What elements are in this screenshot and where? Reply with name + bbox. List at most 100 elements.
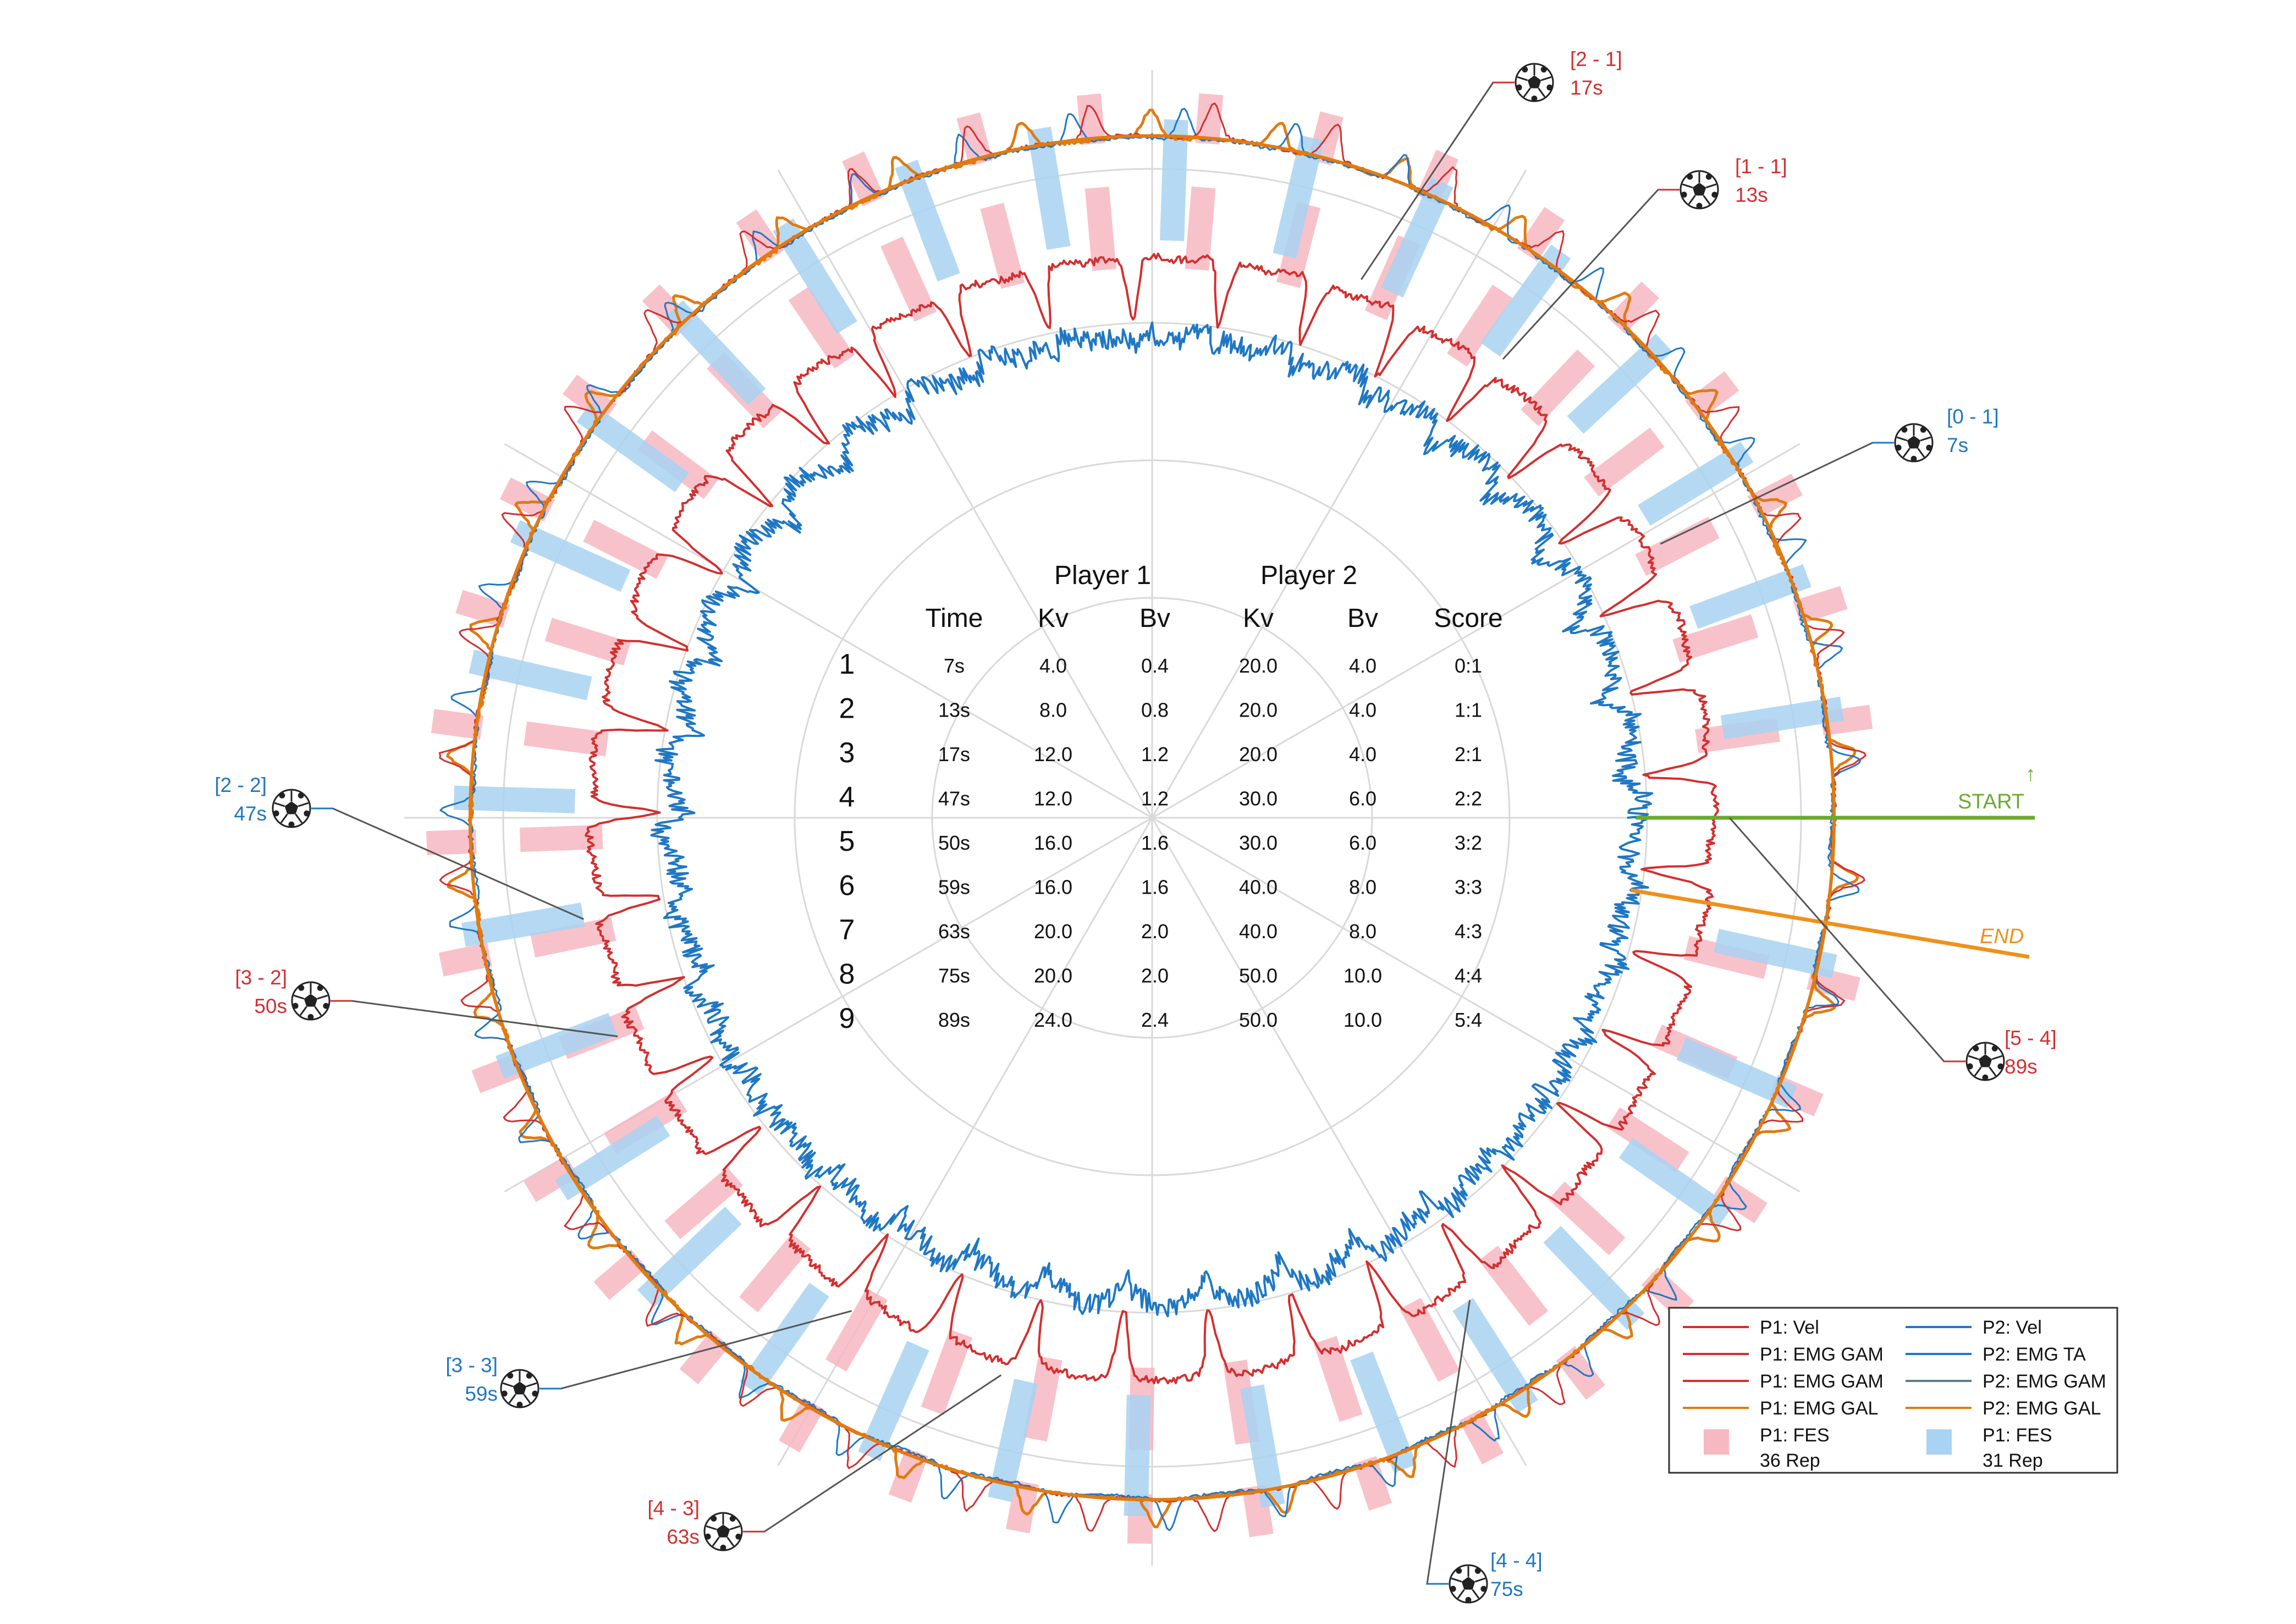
table-cell-4-2: 12.0 bbox=[1034, 788, 1072, 810]
soccer-ball-icon-9-patch-4 bbox=[1967, 1063, 1973, 1070]
table-cell-5-5: 6.0 bbox=[1349, 832, 1377, 854]
soccer-ball-icon-7 bbox=[703, 1512, 743, 1551]
fes-pink-bar-inner-4 bbox=[1584, 427, 1665, 497]
soccer-ball-icon-1-patch-2 bbox=[1926, 444, 1932, 451]
table-cell-7-2: 20.0 bbox=[1034, 920, 1072, 943]
table-cell-1-3: 0.4 bbox=[1141, 654, 1169, 677]
goal-time-1: 7s bbox=[1947, 434, 1968, 456]
soccer-ball-icon-4-seam-5 bbox=[274, 802, 285, 807]
table-cell-3-6: 2:1 bbox=[1455, 743, 1482, 766]
soccer-ball-icon-2-center-patch bbox=[1692, 183, 1706, 196]
soccer-ball-icon-5-patch-3 bbox=[307, 1014, 314, 1020]
soccer-ball-icon-1-patch-4 bbox=[1895, 444, 1902, 451]
soccer-ball-icon-2 bbox=[1680, 170, 1719, 210]
grid-spoke-2 bbox=[1152, 443, 1801, 819]
soccer-ball-icon-7-patch-2 bbox=[735, 1533, 742, 1540]
soccer-ball-icon-5-patch-2 bbox=[323, 1003, 329, 1009]
table-cell-2-4: 20.0 bbox=[1239, 699, 1278, 722]
table-cell-6-4: 40.0 bbox=[1239, 876, 1278, 899]
fes-blue-bar-25 bbox=[1240, 1384, 1285, 1508]
soccer-ball-icon-7-seam-5 bbox=[706, 1525, 717, 1531]
soccer-ball-icon-5-patch-5 bbox=[298, 984, 305, 991]
table-cell-6-6: 3:3 bbox=[1455, 876, 1482, 899]
soccer-ball-icon-5-seam-3 bbox=[314, 1006, 322, 1016]
table-cell-3-5: 4.0 bbox=[1349, 743, 1377, 766]
soccer-ball-icon-1-seam-4 bbox=[1902, 448, 1910, 458]
soccer-ball-icon-6-center-patch bbox=[513, 1381, 527, 1395]
fes-blue-bar-17 bbox=[461, 902, 585, 947]
column-header-6: Score bbox=[1434, 604, 1502, 633]
legend-label-5: P1: EMG GAM bbox=[1760, 1371, 1884, 1392]
fes-pink-bar-inner-25 bbox=[825, 1288, 888, 1372]
fes-blue-bar-29 bbox=[1618, 1138, 1732, 1227]
soccer-ball-icon-8-seam-2 bbox=[1474, 1577, 1486, 1583]
fes-blue-bar-18 bbox=[495, 1012, 618, 1079]
soccer-ball-icon-5-patch-1 bbox=[317, 984, 323, 991]
soccer-ball-icon-6-patch-5 bbox=[507, 1372, 514, 1379]
fes-pink-bar-inner-11 bbox=[980, 202, 1025, 289]
table-cell-4-3: 1.2 bbox=[1141, 788, 1169, 810]
grid-spoke-11 bbox=[1151, 817, 1527, 1466]
soccer-ball-icon-4-patch-3 bbox=[288, 821, 295, 828]
fes-pink-bar-inner-13 bbox=[788, 287, 855, 369]
table-cell-2-3: 0.8 bbox=[1141, 699, 1169, 722]
soccer-ball-icon-2-patch-2 bbox=[1711, 191, 1718, 198]
soccer-ball-icon-1-patch-3 bbox=[1910, 455, 1917, 462]
goal-leader-line-4 bbox=[311, 807, 584, 920]
fes-blue-bar-15 bbox=[469, 649, 592, 701]
soccer-ball-icon-5-seam-4 bbox=[299, 1006, 307, 1016]
soccer-ball-icon-5-seam-2 bbox=[317, 994, 328, 1000]
end-label: END bbox=[1980, 925, 2024, 948]
fes-blue-bar-24 bbox=[1124, 1395, 1151, 1517]
table-cell-7-1: 63s bbox=[938, 920, 970, 943]
start-end-markers: START↑ END bbox=[1630, 763, 2036, 959]
soccer-ball-icon-3-patch-5 bbox=[1522, 66, 1528, 73]
soccer-ball-icon-3-seam-3 bbox=[1538, 87, 1546, 98]
column-header-4: Kv bbox=[1243, 604, 1274, 633]
column-header-2: Kv bbox=[1038, 604, 1069, 633]
soccer-ball-icon-1-patch-5 bbox=[1901, 426, 1908, 433]
start-label: START bbox=[1958, 790, 2024, 813]
fes-pink-bar-29 bbox=[1242, 1484, 1274, 1538]
table-cell-9-5: 10.0 bbox=[1344, 1009, 1382, 1031]
soccer-ball-icon-3-patch-1 bbox=[1540, 66, 1547, 73]
soccer-ball-icon-2-seam-5 bbox=[1682, 183, 1693, 189]
fes-blue-bar-3 bbox=[1637, 442, 1754, 526]
goal-time-9: 89s bbox=[2005, 1055, 2038, 1078]
soccer-ball-icon-1-patch-1 bbox=[1920, 426, 1926, 433]
fes-blue-bar-16 bbox=[453, 785, 576, 813]
fes-pink-bar-inner-34 bbox=[1606, 1107, 1689, 1172]
fes-pink-bar-23 bbox=[593, 1249, 647, 1300]
fes-blue-bar-2 bbox=[1689, 564, 1812, 629]
p1-vel-trace bbox=[585, 252, 1720, 1385]
table-cell-1-2: 4.0 bbox=[1039, 654, 1067, 677]
fes-pink-bar-20 bbox=[438, 943, 492, 977]
fes-blue-bar-28 bbox=[1543, 1226, 1645, 1330]
grid-spoke-5 bbox=[777, 169, 1153, 818]
fes-pink-bar-inner-23 bbox=[664, 1166, 743, 1240]
goal-score-9: [5 - 4] bbox=[2005, 1027, 2057, 1049]
soccer-ball-icon-4 bbox=[272, 789, 311, 828]
table-cell-4-1: 47s bbox=[938, 788, 970, 810]
table-cell-4-4: 30.0 bbox=[1239, 788, 1278, 810]
fes-pink-bar-3 bbox=[1747, 474, 1803, 518]
table-cell-5-3: 1.6 bbox=[1141, 832, 1169, 854]
soccer-ball-icon-7-seam-4 bbox=[712, 1537, 720, 1547]
goal-time-2: 13s bbox=[1735, 184, 1768, 206]
soccer-ball-icon-9-patch-5 bbox=[1973, 1045, 1979, 1052]
legend-sublabel-10: 31 Rep bbox=[1983, 1450, 2043, 1471]
soccer-ball-icon-6-seam-3 bbox=[523, 1394, 531, 1404]
fes-pink-bar-9 bbox=[1195, 93, 1224, 145]
fes-pink-bar-inner-22 bbox=[603, 1091, 687, 1154]
table-cell-9-3: 2.4 bbox=[1141, 1009, 1169, 1031]
table-cell-8-2: 20.0 bbox=[1034, 965, 1072, 987]
soccer-ball-icon-8 bbox=[1449, 1564, 1488, 1604]
fes-pink-bar-inner-26 bbox=[921, 1329, 973, 1415]
fes-blue-bar-14 bbox=[510, 520, 631, 592]
soccer-ball-icon-8-patch-4 bbox=[1450, 1586, 1456, 1592]
fes-pink-bar-inner-10 bbox=[1084, 186, 1116, 271]
soccer-ball-icon-2-seam-2 bbox=[1705, 183, 1717, 189]
fes-blue-bar-22 bbox=[858, 1341, 929, 1461]
column-header-3: Bv bbox=[1139, 604, 1170, 633]
